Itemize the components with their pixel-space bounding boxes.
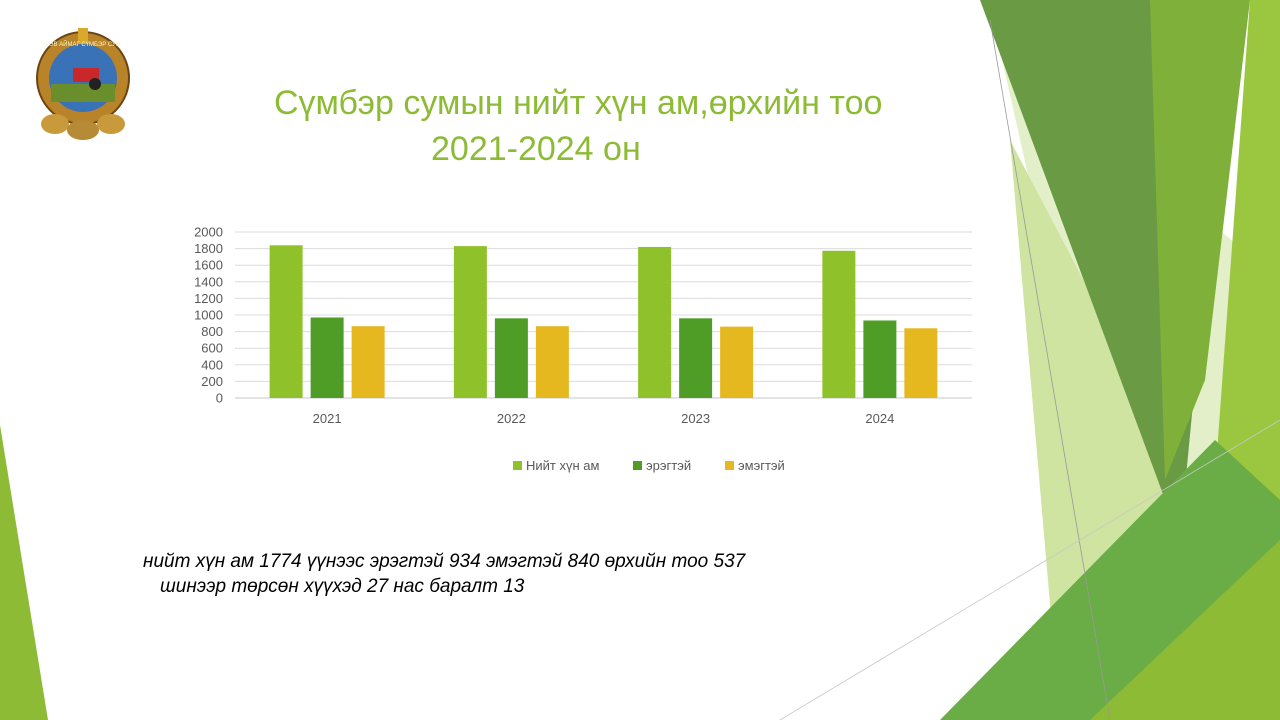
y-tick-label: 2000 [194, 225, 223, 240]
legend-label: Нийт хүн ам [526, 458, 599, 473]
bar [638, 246, 672, 398]
bar [269, 245, 303, 398]
bar [679, 318, 713, 398]
emblem-text: ТӨВ АЙМАГ СҮМБЭР СУМ [45, 40, 121, 48]
y-tick-label: 800 [201, 324, 223, 339]
slide-title-line-1: Сүмбэр сумын нийт хүн ам,өрхийн тоо [274, 84, 883, 122]
bar [535, 326, 569, 398]
bar [494, 318, 528, 398]
emblem-wheat-right [97, 114, 125, 134]
y-tick-label: 1200 [194, 291, 223, 306]
decor-line-1 [989, 19, 1111, 720]
summary-note-line-2: шинээр төрсөн хүүхэд 27 нас баралт 13 [160, 576, 525, 597]
bar [453, 246, 487, 398]
emblem-soyombo [78, 28, 88, 44]
legend-swatch [513, 461, 522, 470]
summary-note-line-1: нийт хүн ам 1774 үүнээс эрэгтэй 934 эмэг… [143, 551, 746, 572]
right-olive-shape [980, 0, 1200, 540]
x-tick-label: 2023 [681, 411, 710, 426]
bar [351, 326, 385, 398]
right-green-shape [1150, 0, 1250, 480]
emblem-wheat-center [67, 120, 99, 140]
bar [904, 328, 938, 398]
bar [310, 317, 344, 398]
emblem-tractor-wheel [89, 78, 101, 90]
legend-label: эмэгтэй [738, 458, 785, 473]
slide-title-line-2: 2021-2024 он [431, 130, 641, 168]
y-tick-label: 400 [201, 357, 223, 372]
y-tick-label: 0 [216, 391, 223, 406]
y-tick-label: 1800 [194, 241, 223, 256]
y-tick-label: 1400 [194, 274, 223, 289]
legend-label: эрэгтэй [646, 458, 691, 473]
bar [863, 320, 897, 398]
y-tick-label: 1600 [194, 258, 223, 273]
legend-swatch [725, 461, 734, 470]
sum-emblem-logo: ТӨВ АЙМАГ СҮМБЭР СУМ [36, 28, 130, 140]
emblem-wheat-left [41, 114, 69, 134]
y-tick-label: 1000 [194, 308, 223, 323]
legend-swatch [633, 461, 642, 470]
x-tick-label: 2024 [865, 411, 894, 426]
x-tick-label: 2022 [497, 411, 526, 426]
right-bright-shape [1215, 0, 1280, 560]
emblem-field-band [51, 84, 115, 102]
y-tick-label: 200 [201, 374, 223, 389]
bar [822, 250, 856, 398]
bar [720, 326, 754, 398]
x-tick-label: 2021 [313, 411, 342, 426]
left-accent-shape [0, 425, 48, 720]
decor-line-2 [779, 419, 1280, 720]
y-tick-label: 600 [201, 341, 223, 356]
emblem-tractor [73, 68, 99, 82]
bottom-green-shape-2 [1090, 540, 1280, 720]
